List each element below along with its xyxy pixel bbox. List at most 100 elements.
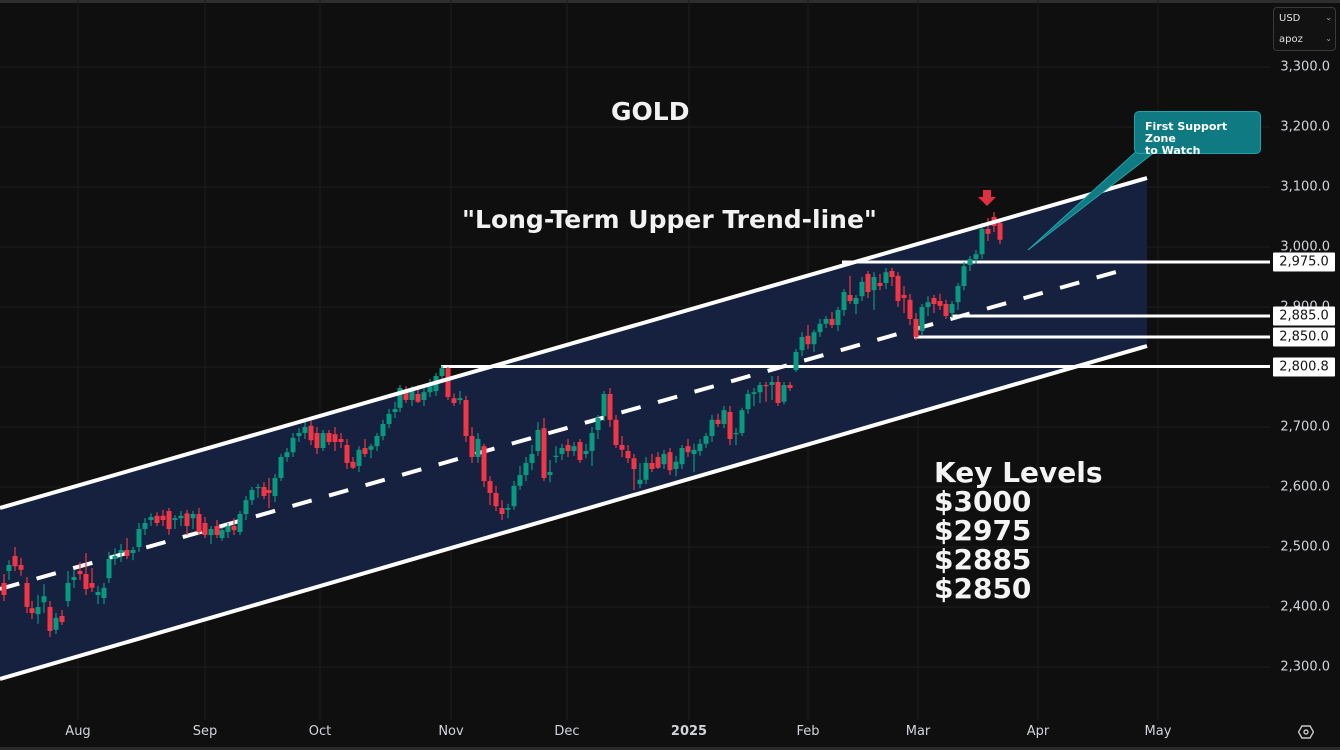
candle-down[interactable] [326, 433, 332, 442]
candle-up[interactable] [172, 518, 178, 520]
candle-up[interactable] [106, 559, 112, 579]
candle-up[interactable] [835, 310, 841, 325]
candle-down[interactable] [499, 508, 505, 514]
candle-up[interactable] [925, 302, 931, 307]
lower-trendline[interactable] [0, 344, 1148, 681]
candle-down[interactable] [451, 398, 457, 403]
candle-up[interactable] [386, 413, 392, 424]
candle-up[interactable] [673, 461, 679, 469]
candle-up[interactable] [439, 368, 445, 376]
candle-down[interactable] [83, 574, 89, 589]
candle-up[interactable] [745, 394, 751, 409]
candle-down[interactable] [727, 412, 733, 439]
candle-down[interactable] [202, 523, 208, 535]
candle-down[interactable] [985, 229, 991, 234]
candle-up[interactable] [380, 424, 386, 436]
candle-up[interactable] [859, 281, 865, 297]
candle-up[interactable] [101, 587, 107, 598]
candle-down[interactable] [829, 319, 835, 325]
candle-down[interactable] [541, 428, 547, 478]
candle-up[interactable] [374, 436, 380, 447]
candle-down[interactable] [607, 394, 613, 420]
candle-up[interactable] [949, 304, 955, 313]
candle-up[interactable] [112, 556, 118, 559]
candle-up[interactable] [427, 386, 433, 393]
candle-up[interactable] [559, 448, 565, 454]
candle-up[interactable] [243, 500, 249, 514]
candle-up[interactable] [637, 479, 643, 484]
candle-up[interactable] [799, 337, 805, 351]
candle-down[interactable] [577, 442, 583, 460]
candle-up[interactable] [392, 409, 398, 412]
candle-up[interactable] [703, 436, 709, 444]
candle-up[interactable] [130, 550, 136, 553]
candle-down[interactable] [338, 439, 344, 442]
chart-canvas[interactable] [0, 0, 1270, 720]
candle-up[interactable] [290, 437, 296, 453]
candle-up[interactable] [955, 286, 961, 303]
candle-up[interactable] [733, 433, 739, 435]
candle-down[interactable] [715, 419, 721, 424]
candle-up[interactable] [697, 443, 703, 451]
candle-down[interactable] [775, 382, 781, 403]
candle-up[interactable] [571, 446, 577, 451]
candle-up[interactable] [320, 433, 326, 448]
candle-up[interactable] [190, 514, 196, 519]
candle-up[interactable] [583, 451, 589, 454]
candle-up[interactable] [475, 439, 481, 457]
candle-down[interactable] [415, 394, 421, 402]
candle-down[interactable] [350, 461, 356, 468]
candle-up[interactable] [136, 529, 142, 547]
candle-down[interactable] [1, 583, 7, 595]
candle-down[interactable] [59, 616, 65, 622]
candle-up[interactable] [35, 607, 41, 615]
channel-midline-dashed[interactable] [0, 266, 1131, 591]
candle-up[interactable] [871, 277, 877, 291]
candle-down[interactable] [196, 514, 202, 532]
candle-up[interactable] [553, 455, 559, 457]
candle-up[interactable] [511, 485, 517, 507]
candle-up[interactable] [65, 583, 71, 601]
candle-down[interactable] [214, 526, 220, 535]
candle-up[interactable] [142, 523, 148, 529]
candle-up[interactable] [249, 490, 255, 501]
candle-up[interactable] [219, 530, 225, 538]
candle-down[interactable] [901, 295, 907, 298]
candle-down[interactable] [314, 433, 320, 448]
candle-up[interactable] [961, 266, 967, 286]
candle-down[interactable] [481, 446, 487, 481]
candle-down[interactable] [805, 335, 811, 345]
candle-down[interactable] [154, 515, 160, 523]
candle-up[interactable] [225, 526, 231, 532]
candle-up[interactable] [679, 448, 685, 465]
candle-up[interactable] [409, 391, 415, 400]
candle-up[interactable] [661, 454, 667, 465]
candle-up[interactable] [53, 617, 59, 630]
candle-up[interactable] [41, 596, 47, 603]
candle-up[interactable] [967, 259, 973, 265]
candle-down[interactable] [655, 457, 661, 468]
candle-up[interactable] [853, 298, 859, 304]
candle-up[interactable] [397, 388, 403, 408]
candle-up[interactable] [883, 272, 889, 283]
candle-up[interactable] [178, 515, 184, 519]
candle-down[interactable] [77, 571, 83, 574]
candle-down[interactable] [469, 436, 475, 457]
candle-down[interactable] [89, 583, 95, 588]
candle-down[interactable] [493, 493, 499, 507]
candle-up[interactable] [601, 394, 607, 417]
candle-up[interactable] [284, 452, 290, 457]
candle-up[interactable] [643, 463, 649, 480]
candle-up[interactable] [595, 418, 601, 430]
candle-up[interactable] [517, 475, 523, 486]
candle-down[interactable] [344, 445, 350, 463]
candle-up[interactable] [547, 472, 553, 475]
candle-up[interactable] [208, 529, 214, 535]
candle-down[interactable] [763, 385, 769, 387]
candle-up[interactable] [237, 514, 243, 532]
currency-dropdown[interactable]: USD ⌄ [1279, 13, 1332, 24]
candle-up[interactable] [118, 550, 124, 553]
candle-down[interactable] [487, 481, 493, 493]
candle-up[interactable] [529, 454, 535, 463]
candle-down[interactable] [24, 583, 30, 607]
